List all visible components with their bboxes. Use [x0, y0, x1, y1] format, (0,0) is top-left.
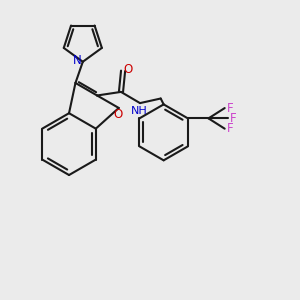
Text: O: O [124, 63, 133, 76]
Text: F: F [227, 102, 233, 115]
Text: N: N [73, 54, 82, 68]
Text: NH: NH [131, 106, 148, 116]
Text: O: O [114, 108, 123, 121]
Text: F: F [227, 122, 233, 135]
Text: F: F [230, 112, 236, 125]
